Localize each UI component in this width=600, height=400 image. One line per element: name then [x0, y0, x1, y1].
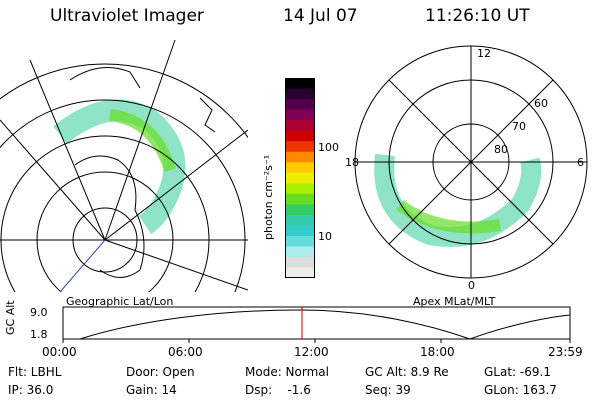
- timeline-xtick-3: 18:00: [420, 345, 455, 359]
- aurora-oval-right: [374, 153, 542, 247]
- left-map-caption: Geographic Lat/Lon: [66, 295, 174, 308]
- time-text: 11:26:10 UT: [425, 6, 530, 26]
- app-title: Ultraviolet Imager: [50, 6, 204, 26]
- colorbar-segment: [285, 109, 315, 121]
- mlt-label-0: 0: [468, 279, 475, 292]
- status-glon: GLon: 163.7: [484, 383, 557, 397]
- altitude-curve: [79, 309, 571, 340]
- timeline-axis-label: GC Alt: [4, 300, 17, 335]
- colorbar-segment: [285, 141, 315, 153]
- timeline-xtick-0: 00:00: [42, 345, 77, 359]
- timeline-ytick-low: 1.8: [30, 328, 48, 341]
- colorbar-tick-10: 10: [318, 230, 332, 243]
- colorbar-segment: [285, 193, 315, 205]
- coastline-aus: [69, 67, 141, 89]
- aurora-core-right: [396, 200, 501, 234]
- colorbar-segment: [285, 172, 315, 184]
- timeline-xtick-1: 06:00: [168, 345, 203, 359]
- aurora-core-left: [109, 109, 176, 172]
- timeline-xtick-2: 12:00: [294, 345, 329, 359]
- colorbar: [285, 78, 315, 278]
- right-map-caption: Apex MLat/MLT: [413, 295, 496, 308]
- status-gc-alt: GC Alt: 8.9 Re: [365, 365, 449, 379]
- date-text: 14 Jul 07: [283, 6, 358, 26]
- colorbar-segment: [285, 235, 315, 247]
- mlt-label-18: 18: [345, 156, 359, 169]
- timeline-ytick-high: 9.0: [30, 306, 48, 319]
- mlat-label-70: 70: [512, 120, 526, 133]
- mlt-label-12: 12: [477, 47, 491, 60]
- colorbar-segment: [285, 246, 315, 258]
- colorbar-segment: [285, 267, 315, 278]
- colorbar-segment: [285, 120, 315, 132]
- colorbar-segment: [285, 183, 315, 195]
- colorbar-segment: [285, 225, 315, 237]
- status-dsp: Dsp: -1.6: [245, 383, 311, 397]
- coastline-nz: [199, 97, 216, 133]
- colorbar-segment: [285, 99, 315, 111]
- status-glat: GLat: -69.1: [484, 365, 551, 379]
- colorbar-segment: [285, 162, 315, 174]
- colorbar-segment: [285, 151, 315, 163]
- colorbar-segment: [285, 204, 315, 216]
- status-gain: Gain: 14: [126, 383, 177, 397]
- status-mode: Mode: Normal: [245, 365, 329, 379]
- status-ip: IP: 36.0: [8, 383, 54, 397]
- colorbar-tick-100: 100: [318, 141, 339, 154]
- status-door: Door: Open: [126, 365, 195, 379]
- colorbar-segment: [285, 130, 315, 142]
- timeline-xtick-4: 23:59: [548, 345, 583, 359]
- colorbar-segment: [285, 88, 315, 100]
- mlat-label-60: 60: [534, 97, 548, 110]
- status-flt: Flt: LBHL: [8, 365, 62, 379]
- aurora-oval-left: [53, 99, 186, 235]
- colorbar-segment: [285, 78, 315, 90]
- colorbar-segment: [285, 256, 315, 268]
- status-seq: Seq: 39: [365, 383, 411, 397]
- colorbar-segment: [285, 214, 315, 226]
- mlat-label-80: 80: [494, 143, 508, 156]
- mlt-label-6: 6: [577, 156, 584, 169]
- coastline-antarctica: [74, 155, 145, 278]
